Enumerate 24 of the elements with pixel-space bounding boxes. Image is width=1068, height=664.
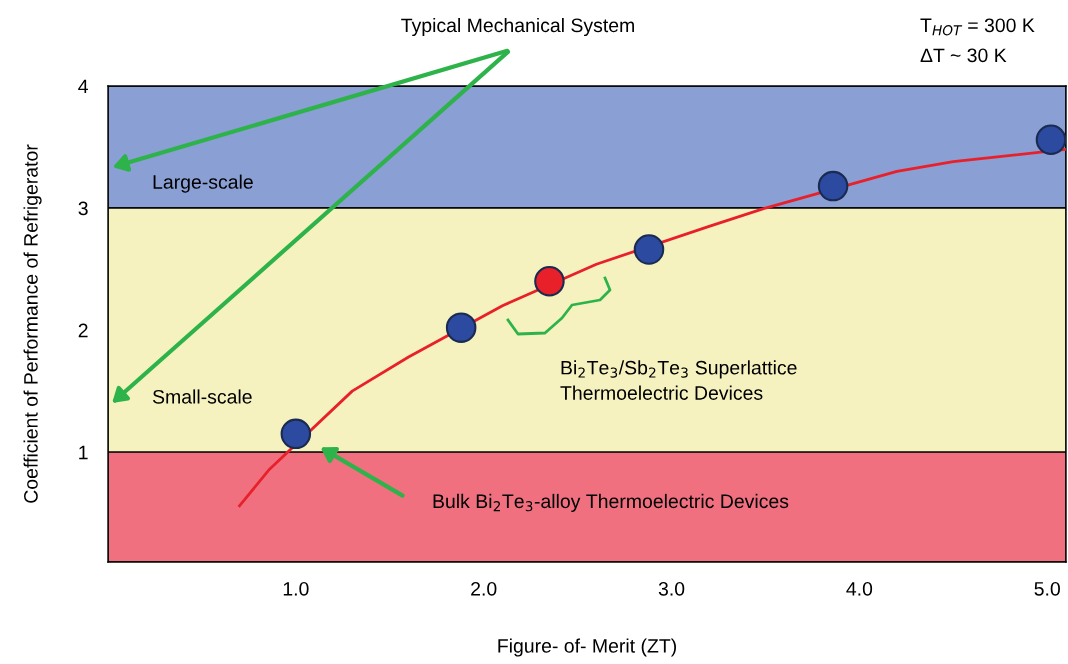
annotation: Bulk Bi$_{2}$Te$_{3}$-alloy Thermoelectric Devices: [433, 493, 789, 512]
y-axis-title: Coefficient of Performance of Refrigerator: [23, 144, 42, 503]
y-tick-label: 1: [79, 445, 88, 460]
x-tick-label: 4.0: [846, 581, 873, 596]
point: [633, 234, 665, 265]
text: T$_{HOT}$ = 300 K: [920, 18, 1035, 36]
x-tick-label: 2.0: [471, 581, 497, 596]
x-tick-label: 3.0: [658, 581, 685, 596]
y-tick-label: 3: [78, 201, 88, 216]
point: [817, 170, 849, 202]
point: [534, 266, 565, 297]
text: Bi$_{2}$Te$_{3}$/Sb$_{2}$Te$_{3}$ Superlattice Thermoelectric Devices: [560, 360, 797, 400]
x-tick-label: 5.0: [1034, 581, 1060, 596]
point: [445, 312, 477, 343]
y-tick-label: 4: [78, 79, 88, 94]
point: [1035, 124, 1066, 155]
y-tick-label: 2: [78, 323, 88, 338]
point: [280, 418, 312, 450]
text: ΔT ~ 30 K: [920, 48, 1007, 63]
x-axis-title: Figure- of- Merit (ZT): [498, 638, 676, 657]
text: Typical Mechanical System: [401, 17, 634, 37]
x-tick-label: 1.0: [283, 581, 309, 596]
band-label: Large-scale: [153, 174, 253, 193]
band-label: Small-scale: [152, 389, 252, 404]
